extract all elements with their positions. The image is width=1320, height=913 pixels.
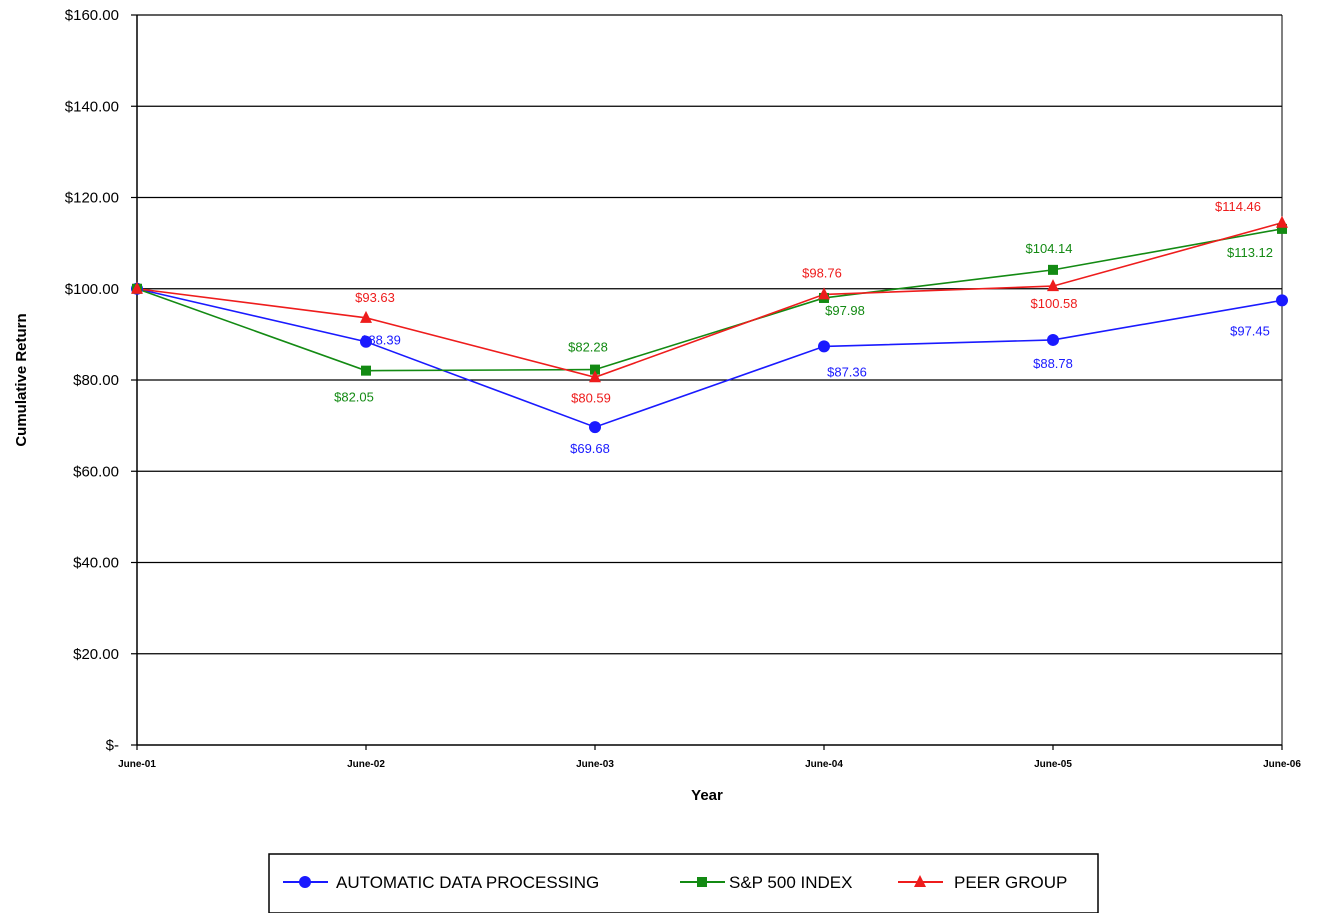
series-group [131, 215, 1288, 434]
data-label: $82.05 [334, 390, 374, 405]
x-tick-label: June-04 [805, 759, 843, 770]
legend-box [268, 853, 1099, 913]
x-tick-label: June-06 [1263, 759, 1301, 770]
data-label: $97.45 [1230, 323, 1270, 338]
data-point-triangle [818, 287, 830, 300]
data-point-square [361, 365, 371, 376]
y-tick-label: $20.00 [73, 646, 119, 663]
data-label: $104.14 [1026, 241, 1073, 256]
data-label: $93.63 [355, 290, 395, 305]
x-tick-labels: June-01 June-02 June-03 June-04 June-05 June-… [118, 745, 1301, 770]
data-point-circle [299, 876, 311, 888]
y-axis-title: Cumulative Return [13, 313, 30, 446]
x-tick-label: June-02 [347, 759, 385, 770]
y-tick-label: $40.00 [73, 555, 119, 572]
data-point-circle [1047, 333, 1059, 346]
data-point-triangle [131, 281, 143, 294]
data-label: $69.68 [570, 441, 610, 456]
legend-label: PEER GROUP [954, 873, 1067, 892]
data-point-square [1048, 264, 1058, 275]
x-tick-label: June-01 [118, 759, 156, 770]
series-line [136, 228, 1283, 372]
data-point-square [1277, 223, 1287, 234]
gridlines [131, 14, 1282, 746]
data-point-triangle [360, 310, 372, 323]
data-label: $113.12 [1227, 245, 1273, 260]
data-labels: $88.39 $69.68 $87.36 $88.78 $97.45 $82.05 $82.… [334, 199, 1273, 456]
data-point-circle [589, 421, 601, 434]
x-tick-label: June-03 [576, 759, 614, 770]
data-point-square [590, 364, 600, 375]
y-tick-label: $100.00 [65, 281, 119, 298]
x-axis-title: Year [691, 787, 723, 804]
data-point-circle [360, 335, 372, 348]
y-tick-label: $80.00 [73, 372, 119, 389]
legend-label: S&P 500 INDEX [729, 873, 852, 892]
data-label: $88.39 [361, 333, 401, 348]
data-label: $114.46 [1215, 199, 1261, 214]
data-label: $82.28 [568, 340, 608, 355]
data-label: $80.59 [571, 390, 611, 405]
data-point-circle [818, 340, 830, 353]
series-line [136, 222, 1283, 379]
y-tick-label: $120.00 [65, 190, 119, 207]
y-tick-label: $140.00 [65, 98, 119, 115]
series-line [136, 287, 1283, 428]
legend: AUTOMATIC DATA PROCESSING S&P 500 INDEX PE… [268, 853, 1099, 913]
y-tick-label: $160.00 [65, 7, 119, 24]
y-tick-label: $60.00 [73, 463, 119, 480]
legend-label: AUTOMATIC DATA PROCESSING [336, 873, 599, 892]
data-label: $100.58 [1031, 296, 1078, 311]
data-label: $98.76 [802, 265, 842, 280]
data-point-triangle [589, 370, 601, 383]
y-tick-label: $- [106, 737, 119, 754]
data-point-triangle [1047, 279, 1059, 292]
x-tick-label: June-05 [1034, 759, 1072, 770]
data-label: $88.78 [1033, 356, 1073, 371]
data-point-square [697, 877, 707, 887]
data-point-triangle [1276, 215, 1288, 228]
data-label: $97.98 [825, 303, 865, 318]
data-point-triangle [914, 875, 926, 887]
data-point-circle [1276, 294, 1288, 307]
data-label: $87.36 [827, 364, 867, 379]
y-tick-labels: $- $20.00 $40.00 $60.00 $80.00 $100.00 $120.00… [65, 7, 119, 754]
